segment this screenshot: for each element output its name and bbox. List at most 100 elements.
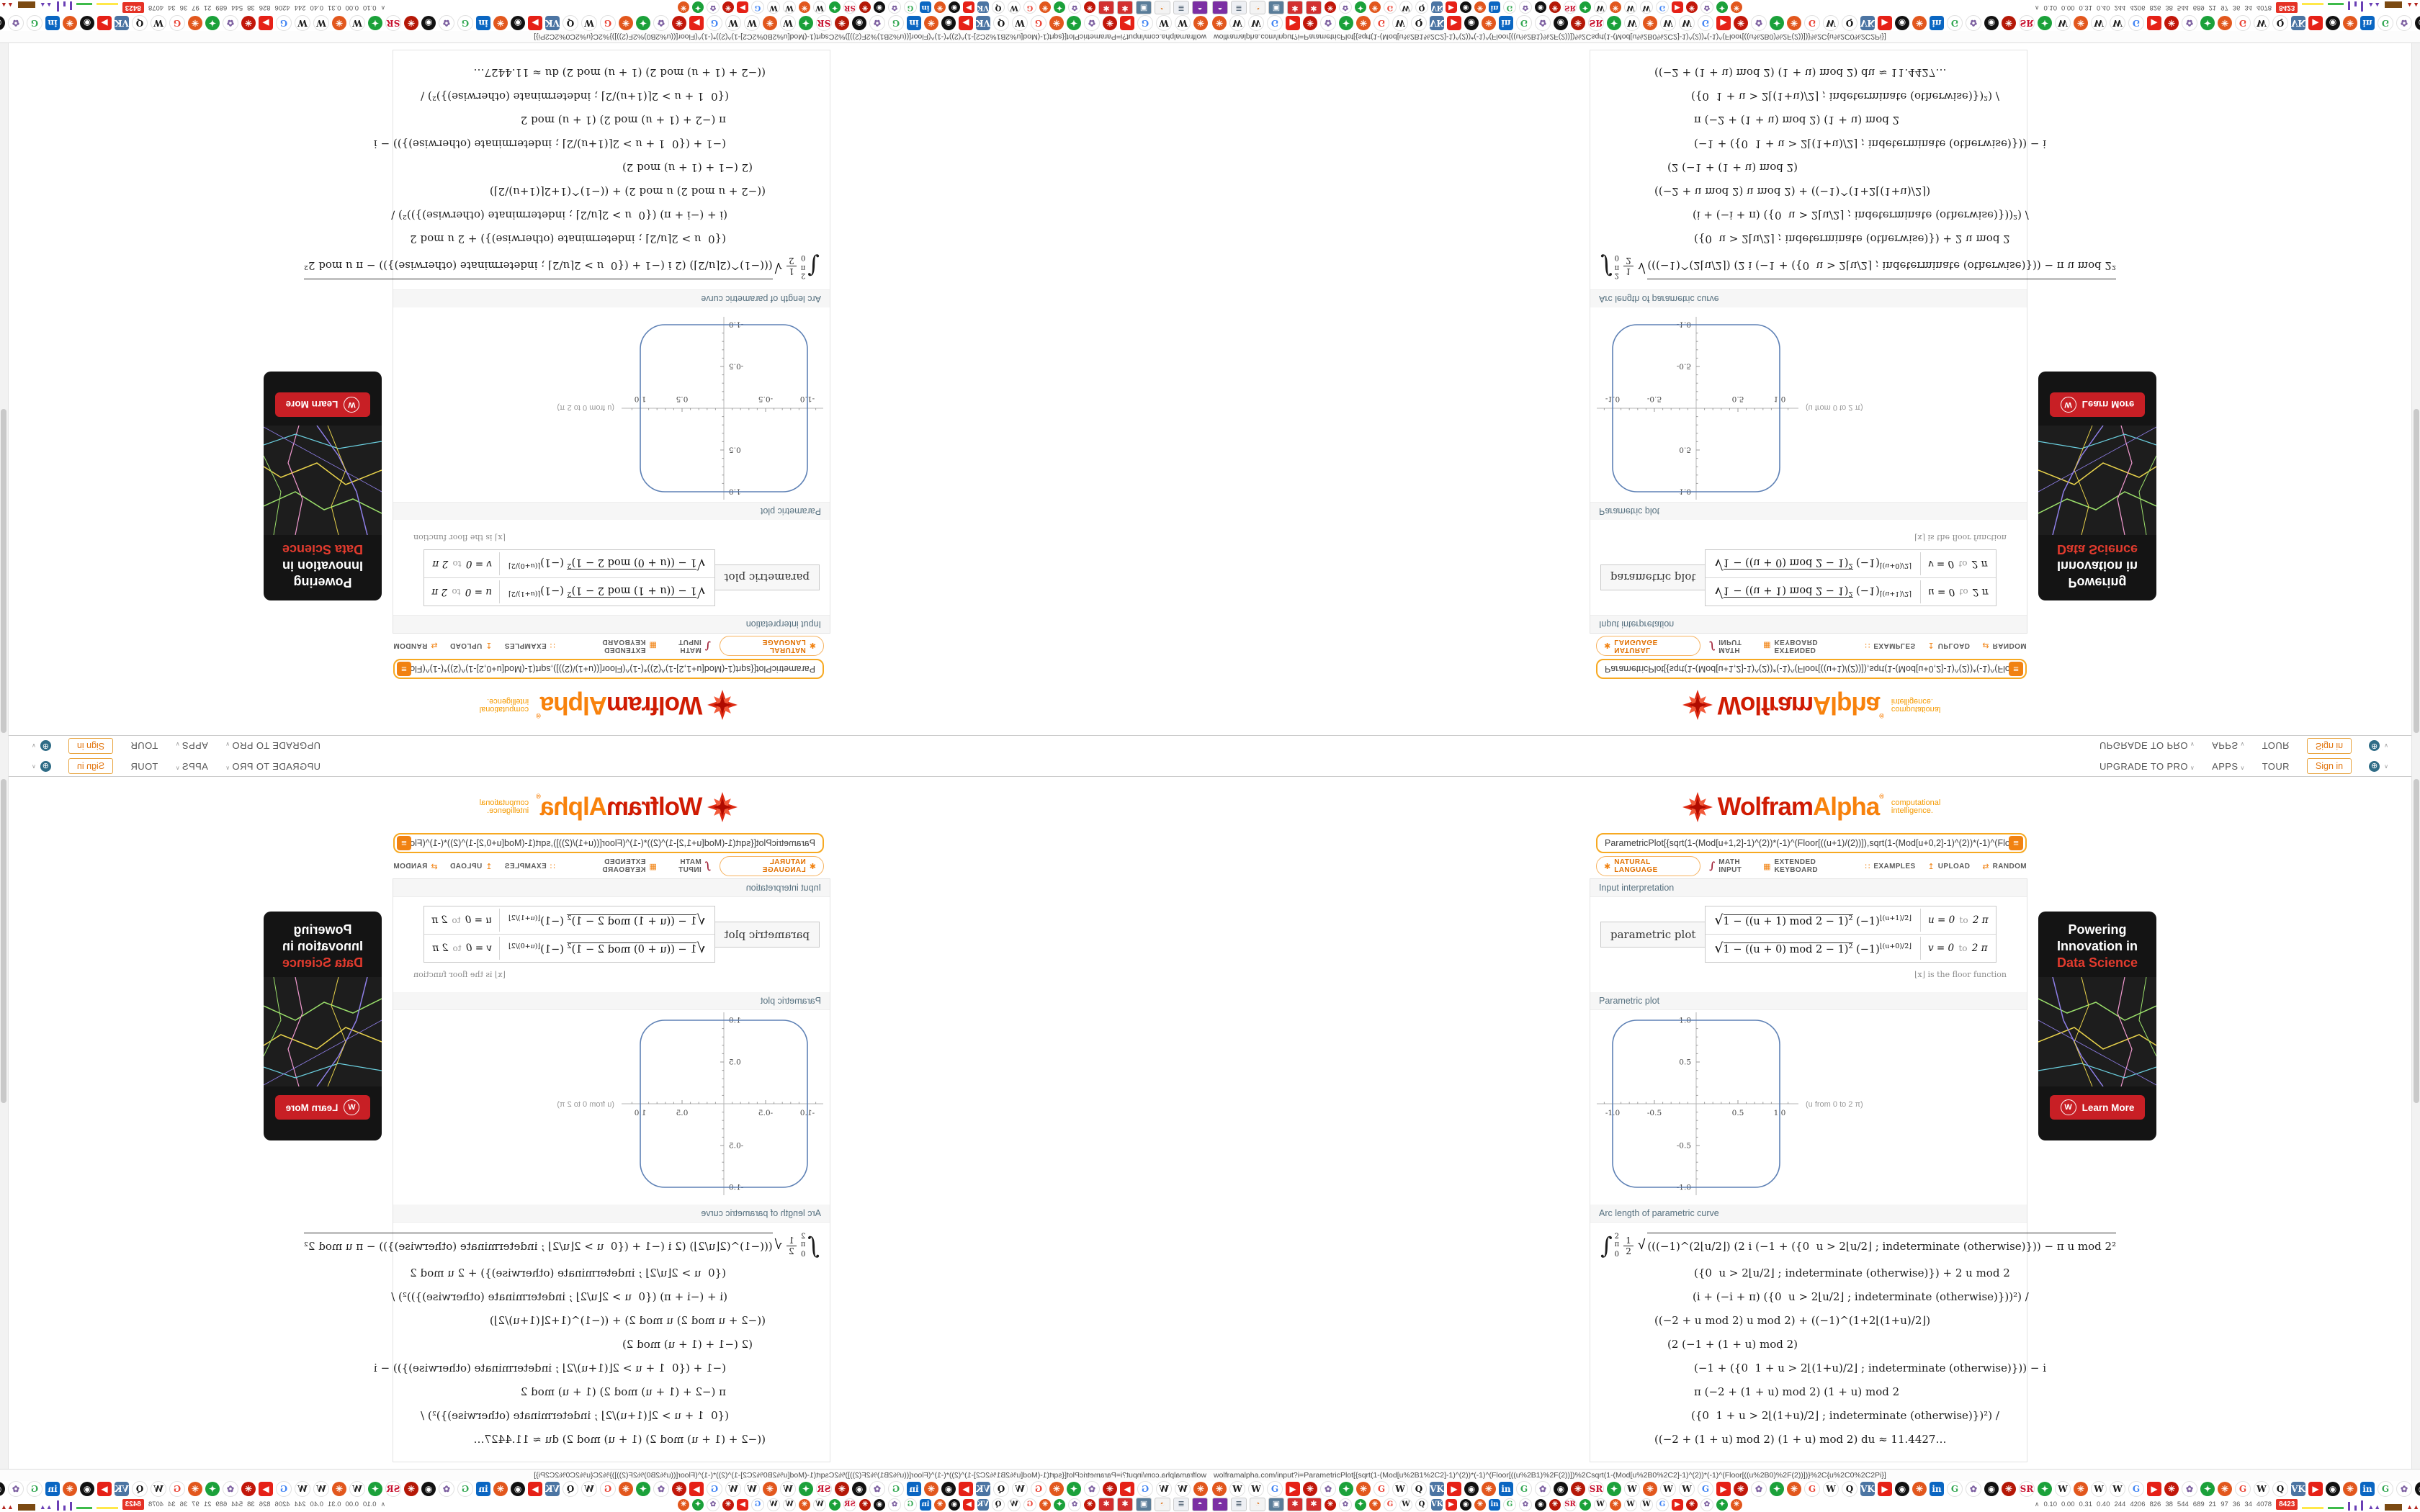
learn-more-button[interactable]: W Learn More bbox=[275, 392, 370, 417]
favicon-tab[interactable]: W bbox=[2110, 15, 2125, 31]
ad-banner[interactable]: Powering Innovation in Data Science W Le… bbox=[2038, 912, 2156, 1140]
favicon-tab[interactable]: ✳ bbox=[1325, 1, 1336, 14]
favicon-tab[interactable]: G bbox=[1137, 1481, 1153, 1497]
favicon-tab[interactable]: ✦ bbox=[1607, 16, 1621, 30]
math-input-toggle[interactable]: ∫ MATH INPUT bbox=[657, 638, 711, 654]
favicon-tab[interactable]: VK bbox=[977, 1, 989, 14]
query-input-box[interactable]: ParametricPlot[{sqrt(1-(Mod[u+1,2]-1)^(2… bbox=[393, 659, 824, 679]
favicon-tab[interactable]: ▶ bbox=[1120, 16, 1134, 30]
compute-button[interactable]: ≡ bbox=[2009, 662, 2023, 676]
favicon-tab[interactable]: ✦ bbox=[368, 16, 382, 30]
favicon-tab[interactable]: ✳ bbox=[1787, 16, 1801, 30]
favicon-tab[interactable]: G bbox=[276, 1481, 292, 1497]
favicon-tab[interactable]: ◉ bbox=[852, 1482, 866, 1496]
favicon-tab[interactable]: ◉ bbox=[2415, 16, 2420, 30]
favicon-tab[interactable]: ✳ bbox=[1731, 1498, 1742, 1511]
favicon-tab[interactable]: W bbox=[1229, 1481, 1245, 1497]
query-input-value[interactable]: ParametricPlot[{sqrt(1-(Mod[u+1,2]-1)^(2… bbox=[1605, 838, 2009, 848]
favicon-tab[interactable]: W bbox=[813, 1498, 826, 1511]
favicon-tab[interactable]: VK bbox=[115, 16, 129, 30]
favicon-tab[interactable]: ✿ bbox=[1700, 1498, 1713, 1511]
favicon-tab[interactable]: ✿ bbox=[223, 1481, 238, 1497]
extension-icon[interactable]: ≣ bbox=[1173, 1, 1189, 14]
favicon-tab[interactable]: G bbox=[1503, 1, 1516, 14]
query-input-box[interactable]: ParametricPlot[{sqrt(1-(Mod[u+1,2]-1)^(2… bbox=[393, 833, 824, 853]
favicon-tab[interactable]: ✦ bbox=[636, 16, 650, 30]
collapse-chevron-icon[interactable]: ∧ bbox=[2034, 1500, 2040, 1508]
favicon-tab[interactable]: G bbox=[2128, 15, 2144, 31]
favicon-tab[interactable]: W bbox=[1392, 1481, 1408, 1497]
favicon-tab[interactable]: ▶ bbox=[959, 16, 973, 30]
favicon-tab[interactable]: W bbox=[2091, 15, 2107, 31]
favicon-tab[interactable]: ✳ bbox=[241, 1482, 256, 1496]
favicon-tab[interactable]: ✿ bbox=[2182, 1481, 2197, 1497]
favicon-tab[interactable]: ✳ bbox=[1212, 16, 1227, 30]
favicon-tab[interactable]: ✦ bbox=[1339, 16, 1353, 30]
random-button[interactable]: ⇄ RANDOM bbox=[1982, 862, 2027, 871]
favicon-tab[interactable]: in bbox=[476, 1482, 490, 1496]
favicon-tab[interactable]: ✳ bbox=[859, 1498, 871, 1511]
nav-apps[interactable]: APPS∨ bbox=[175, 761, 208, 772]
favicon-tab[interactable]: W bbox=[1229, 15, 1245, 31]
favicon-tab[interactable]: ✳ bbox=[2343, 1482, 2357, 1496]
favicon-tab[interactable]: ✳ bbox=[722, 1498, 734, 1511]
favicon-tab[interactable]: in bbox=[1930, 16, 1944, 30]
favicon-tab[interactable]: W bbox=[581, 1481, 597, 1497]
favicon-tab[interactable]: ◉ bbox=[874, 1498, 885, 1511]
favicon-tab[interactable]: Q bbox=[132, 1481, 148, 1497]
nav-upgrade-to-pro[interactable]: UPGRADE TO PRO∨ bbox=[225, 741, 321, 752]
extended-keyboard-button[interactable]: ▦ EXTENDED KEYBOARD bbox=[1763, 638, 1852, 654]
extension-icon[interactable]: ✱ bbox=[1098, 1498, 1114, 1511]
favicon-tab[interactable]: G bbox=[1267, 1481, 1283, 1497]
natural-language-toggle[interactable]: ✱ NATURAL LANGUAGE bbox=[719, 856, 824, 876]
favicon-tab[interactable]: SR bbox=[2019, 15, 2035, 31]
favicon-tab[interactable]: W bbox=[783, 1, 796, 14]
page-scrollbar[interactable] bbox=[0, 756, 9, 1512]
favicon-tab[interactable]: ✦ bbox=[1579, 1, 1591, 14]
natural-language-toggle[interactable]: ✱ NATURAL LANGUAGE bbox=[1596, 856, 1701, 876]
favicon-tab[interactable]: G bbox=[1373, 15, 1389, 31]
favicon-tab[interactable]: ▶ bbox=[963, 1, 974, 14]
favicon-tab[interactable]: ✳ bbox=[1912, 1482, 1927, 1496]
favicon-tab[interactable]: ✿ bbox=[888, 1498, 901, 1511]
favicon-tab[interactable]: ✳ bbox=[1731, 1, 1742, 14]
random-button[interactable]: ⇄ RANDOM bbox=[1982, 642, 2027, 651]
nav-upgrade-to-pro[interactable]: UPGRADE TO PRO∨ bbox=[225, 761, 321, 772]
sign-in-button[interactable]: Sign in bbox=[2306, 758, 2352, 774]
favicon-tab[interactable]: ✳ bbox=[1610, 1498, 1621, 1511]
favicon-tab[interactable]: Q bbox=[993, 15, 1009, 31]
scrollbar-thumb[interactable] bbox=[1, 779, 6, 1103]
favicon-tab[interactable]: in bbox=[1489, 1498, 1500, 1511]
favicon-tab[interactable]: Q bbox=[1411, 15, 1427, 31]
nav-tour[interactable]: TOUR bbox=[130, 760, 158, 772]
favicon-tab[interactable]: SR bbox=[843, 1, 856, 14]
favicon-tab[interactable]: ✳ bbox=[493, 16, 508, 30]
favicon-tab[interactable]: ✳ bbox=[332, 16, 346, 30]
favicon-tab[interactable]: Q bbox=[1411, 1481, 1427, 1497]
favicon-tab[interactable]: Q bbox=[1415, 1, 1428, 14]
extension-icon[interactable]: ▣ bbox=[1136, 1, 1152, 14]
favicon-tab[interactable]: VK bbox=[1860, 16, 1875, 30]
extension-icon[interactable]: ✱ bbox=[1306, 1, 1322, 14]
upload-button[interactable]: ↥ UPLOAD bbox=[1928, 862, 1971, 871]
favicon-tab[interactable]: ▶ bbox=[1447, 16, 1461, 30]
collapse-chevron-icon[interactable]: ∧ bbox=[2034, 4, 2040, 12]
favicon-tab[interactable]: W bbox=[1008, 1, 1021, 14]
favicon-tab[interactable]: ▶ bbox=[1446, 1498, 1457, 1511]
scrollbar-thumb[interactable] bbox=[1, 409, 6, 733]
favicon-tab[interactable]: ✳ bbox=[1643, 1482, 1657, 1496]
language-selector[interactable]: ⊕ ∨ bbox=[32, 740, 51, 752]
favicon-tab[interactable]: W bbox=[1008, 1498, 1021, 1511]
favicon-tab[interactable]: G bbox=[1656, 1, 1669, 14]
favicon-tab[interactable]: ✳ bbox=[2074, 1482, 2088, 1496]
query-input-value[interactable]: ParametricPlot[{sqrt(1-(Mod[u+1,2]-1)^(2… bbox=[411, 838, 815, 848]
favicon-tab[interactable]: G bbox=[600, 1481, 616, 1497]
favicon-tab[interactable]: W bbox=[767, 1498, 780, 1511]
favicon-tab[interactable]: ✳ bbox=[404, 1482, 418, 1496]
favicon-tab[interactable]: in bbox=[920, 1, 931, 14]
favicon-tab[interactable]: ✳ bbox=[1049, 1482, 1064, 1496]
favicon-tab[interactable]: G bbox=[169, 15, 185, 31]
page-scrollbar[interactable] bbox=[2411, 756, 2420, 1512]
wolframalpha-logo[interactable]: WolframAlpha® computational intelligence… bbox=[393, 685, 824, 724]
favicon-tab[interactable]: W bbox=[744, 1481, 760, 1497]
